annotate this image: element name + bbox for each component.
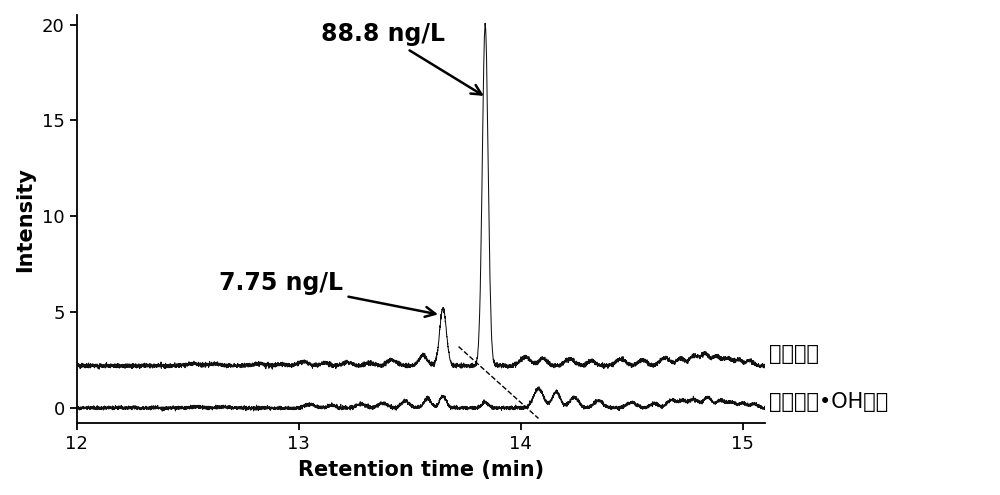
Text: 砂滤出水: 砂滤出水 xyxy=(769,344,819,364)
Text: 砂滤出水•OH处理: 砂滤出水•OH处理 xyxy=(769,392,889,412)
Text: 88.8 ng/L: 88.8 ng/L xyxy=(321,22,482,95)
Y-axis label: Intensity: Intensity xyxy=(15,167,35,272)
Text: 7.75 ng/L: 7.75 ng/L xyxy=(219,271,435,317)
X-axis label: Retention time (min): Retention time (min) xyxy=(298,460,544,480)
